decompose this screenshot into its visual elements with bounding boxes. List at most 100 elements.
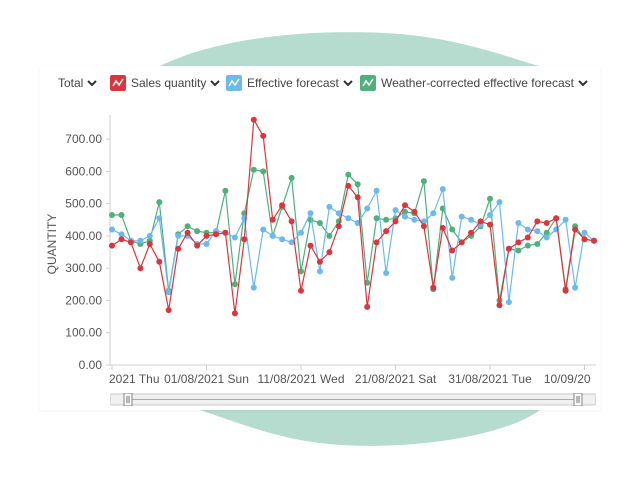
- data-point: [156, 258, 163, 265]
- chevron-down-icon: [87, 80, 98, 87]
- sales-quantity-label: Sales quantity: [131, 76, 207, 90]
- series-line-1: [111, 119, 595, 314]
- y-tick-label: 100.00: [65, 326, 102, 340]
- data-point: [449, 247, 456, 254]
- data-point: [118, 231, 125, 238]
- total-dropdown[interactable]: Total: [58, 73, 98, 93]
- data-point: [260, 168, 267, 175]
- data-point: [373, 187, 380, 194]
- chevron-down-icon: [343, 80, 353, 87]
- x-tick-label: 21/08/2021 Sat: [355, 372, 437, 386]
- data-point: [534, 241, 541, 247]
- data-point: [222, 187, 229, 194]
- data-point: [137, 237, 144, 244]
- data-point: [392, 207, 399, 214]
- chevron-down-icon: [578, 80, 588, 87]
- data-point: [430, 284, 437, 291]
- data-point: [439, 224, 446, 231]
- data-point: [364, 303, 371, 310]
- data-point: [449, 226, 456, 233]
- line-chart-icon: [360, 75, 376, 91]
- data-point: [402, 208, 408, 215]
- data-point: [383, 270, 390, 276]
- data-point: [118, 212, 125, 218]
- data-point: [231, 281, 238, 288]
- data-point: [534, 218, 541, 225]
- range-slider[interactable]: [110, 393, 596, 406]
- data-point: [298, 287, 304, 294]
- data-point: [430, 210, 437, 217]
- data-point: [109, 242, 115, 249]
- data-point: [231, 310, 238, 317]
- data-point: [505, 299, 512, 306]
- data-point: [184, 229, 191, 236]
- data-point: [175, 245, 182, 252]
- data-point: [345, 182, 352, 189]
- line-chart-icon: [110, 75, 126, 91]
- data-point: [184, 223, 191, 230]
- data-point: [146, 241, 153, 247]
- y-tick-label: 300.00: [65, 261, 102, 275]
- y-tick-label: 700.00: [65, 132, 102, 146]
- total-label: Total: [58, 76, 84, 90]
- data-point: [420, 178, 427, 185]
- x-tick-label: 31/08/2021 Tue: [448, 372, 532, 386]
- data-point: [411, 216, 418, 223]
- data-point: [543, 220, 550, 226]
- data-point: [326, 232, 333, 239]
- chart-toolbar: Total Sales quantity Effective forecast …: [40, 66, 600, 100]
- weather-forecast-toggle[interactable]: Weather-corrected effective forecast: [360, 73, 588, 93]
- data-point: [269, 232, 276, 239]
- range-slider-left-handle[interactable]: [123, 393, 133, 406]
- data-point: [109, 226, 115, 233]
- data-point: [279, 202, 286, 209]
- data-point: [402, 213, 408, 220]
- data-point: [156, 215, 163, 222]
- data-point: [581, 236, 588, 243]
- data-point: [279, 236, 286, 243]
- data-point: [316, 220, 323, 226]
- data-point: [213, 231, 219, 238]
- data-point: [524, 242, 531, 249]
- data-point: [458, 213, 465, 220]
- data-point: [383, 228, 390, 235]
- y-axis-title: QUANTITY: [45, 214, 59, 275]
- sales-quantity-toggle[interactable]: Sales quantity: [110, 73, 221, 93]
- data-point: [118, 236, 125, 243]
- data-point: [411, 208, 418, 215]
- data-point: [364, 205, 371, 212]
- data-point: [307, 242, 314, 249]
- data-point: [250, 166, 257, 173]
- x-tick-label: 2021 Thu: [109, 372, 160, 386]
- data-point: [269, 216, 276, 223]
- data-point: [288, 218, 295, 225]
- data-point: [458, 239, 465, 246]
- data-point: [487, 221, 493, 228]
- data-point: [354, 220, 361, 226]
- line-chart-icon: [226, 75, 242, 91]
- data-point: [515, 247, 522, 254]
- data-point: [260, 226, 267, 233]
- data-point: [194, 228, 201, 235]
- data-point: [146, 232, 153, 239]
- range-slider-right-handle[interactable]: [573, 393, 583, 406]
- data-point: [316, 268, 323, 275]
- data-point: [383, 216, 390, 223]
- data-point: [203, 232, 210, 239]
- effective-forecast-label: Effective forecast: [247, 76, 339, 90]
- data-point: [194, 242, 201, 249]
- data-point: [165, 307, 172, 314]
- y-tick-label: 500.00: [65, 197, 102, 211]
- data-point: [354, 194, 361, 201]
- effective-forecast-toggle[interactable]: Effective forecast: [226, 73, 353, 93]
- data-point: [260, 132, 267, 139]
- data-point: [373, 215, 380, 222]
- x-tick-label: 11/08/2021 Wed: [258, 372, 345, 386]
- data-point: [524, 226, 531, 233]
- data-point: [373, 239, 380, 246]
- data-point: [581, 229, 588, 236]
- data-point: [298, 229, 304, 236]
- weather-forecast-label: Weather-corrected effective forecast: [381, 76, 574, 90]
- data-point: [591, 237, 597, 244]
- data-point: [231, 234, 238, 241]
